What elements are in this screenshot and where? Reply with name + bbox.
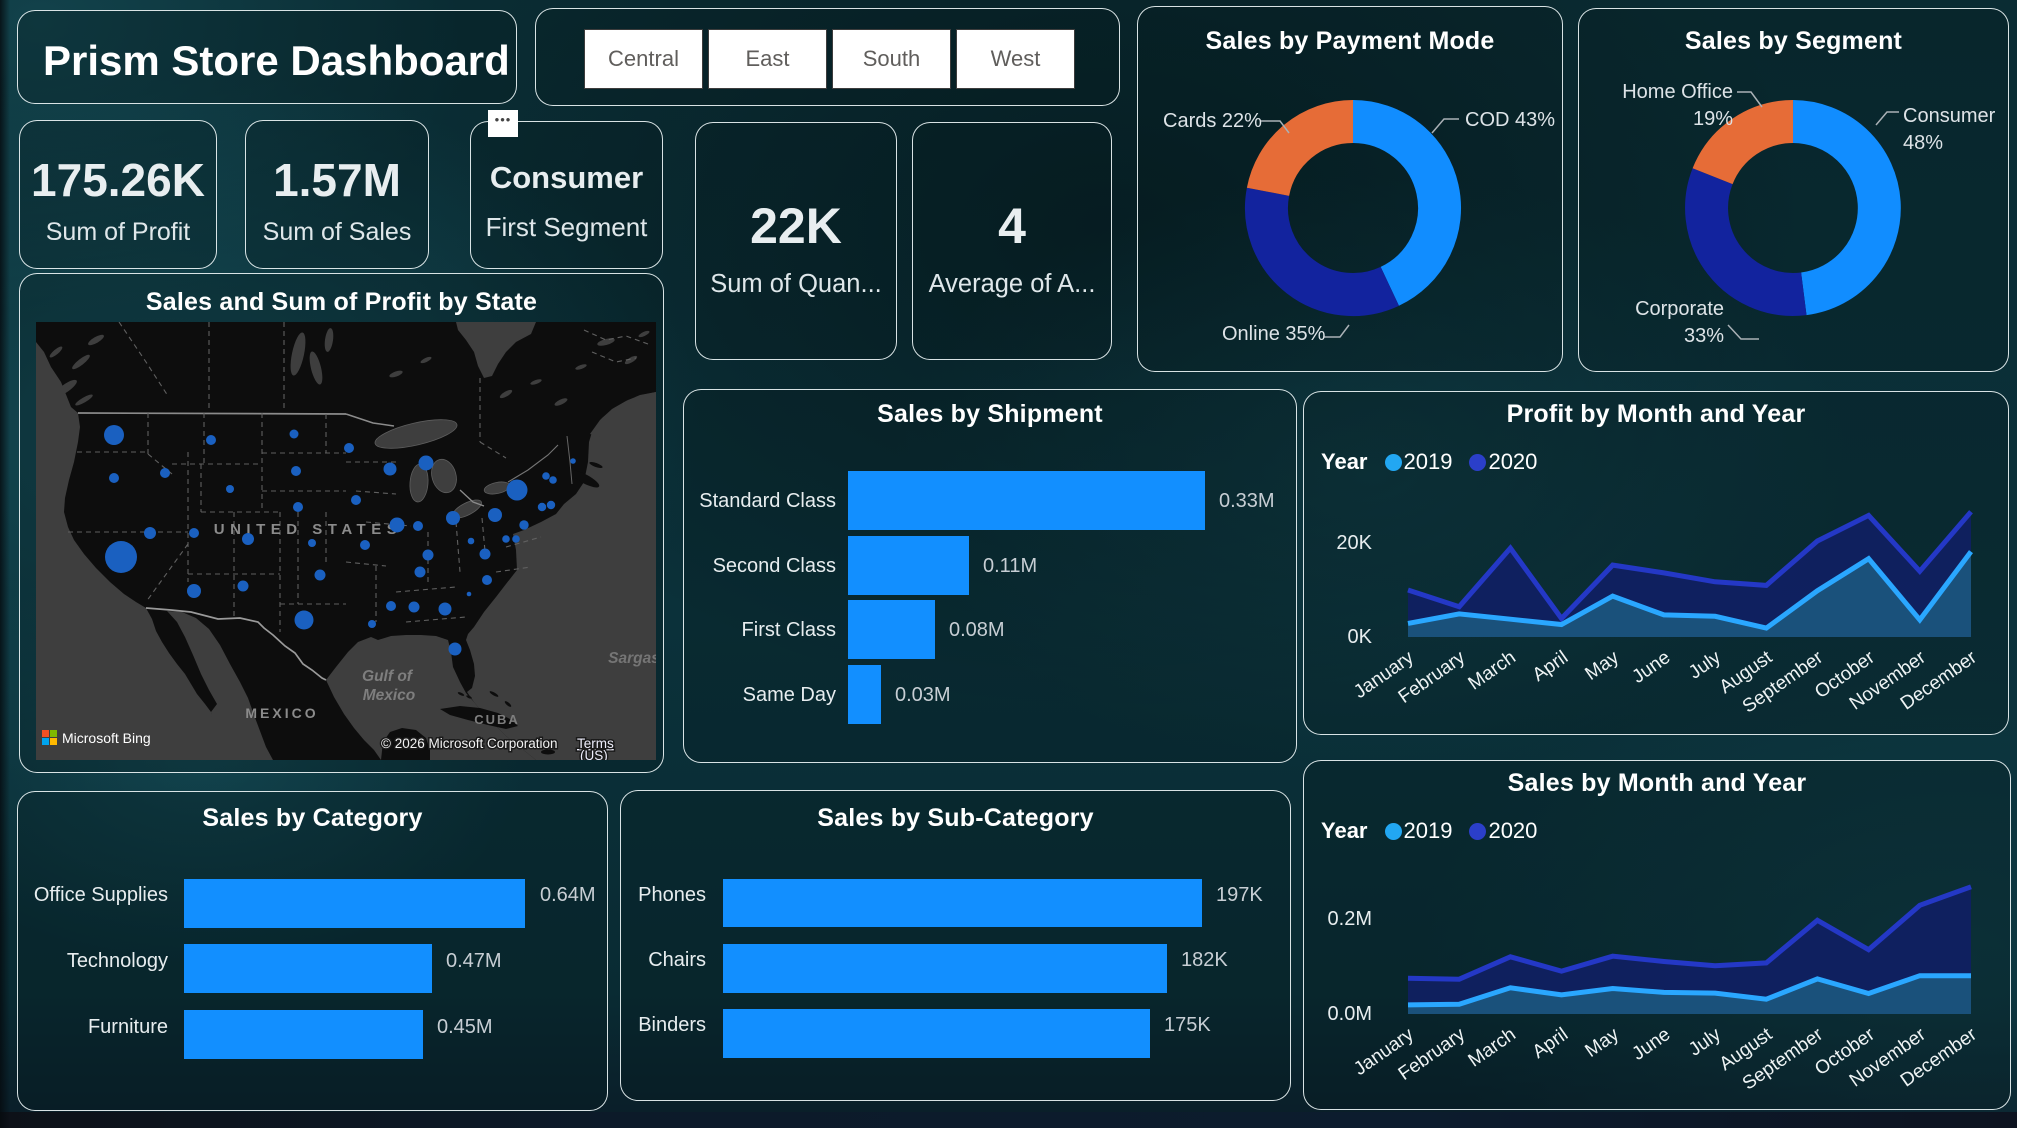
svg-text:(US): (US) [580,748,608,760]
svg-text:Microsoft Bing: Microsoft Bing [62,730,151,746]
svg-text:© 2026 Microsoft Corporation: © 2026 Microsoft Corporation [381,736,558,751]
svg-text:Terms: Terms [577,736,614,751]
svg-text:CUBA: CUBA [474,712,520,727]
svg-text:UNITED STATES: UNITED STATES [214,521,402,538]
svg-text:Sargas: Sargas [608,650,656,667]
svg-text:Mexico: Mexico [363,687,416,704]
svg-text:MEXICO: MEXICO [245,705,318,721]
svg-text:Gulf of: Gulf of [362,668,414,685]
